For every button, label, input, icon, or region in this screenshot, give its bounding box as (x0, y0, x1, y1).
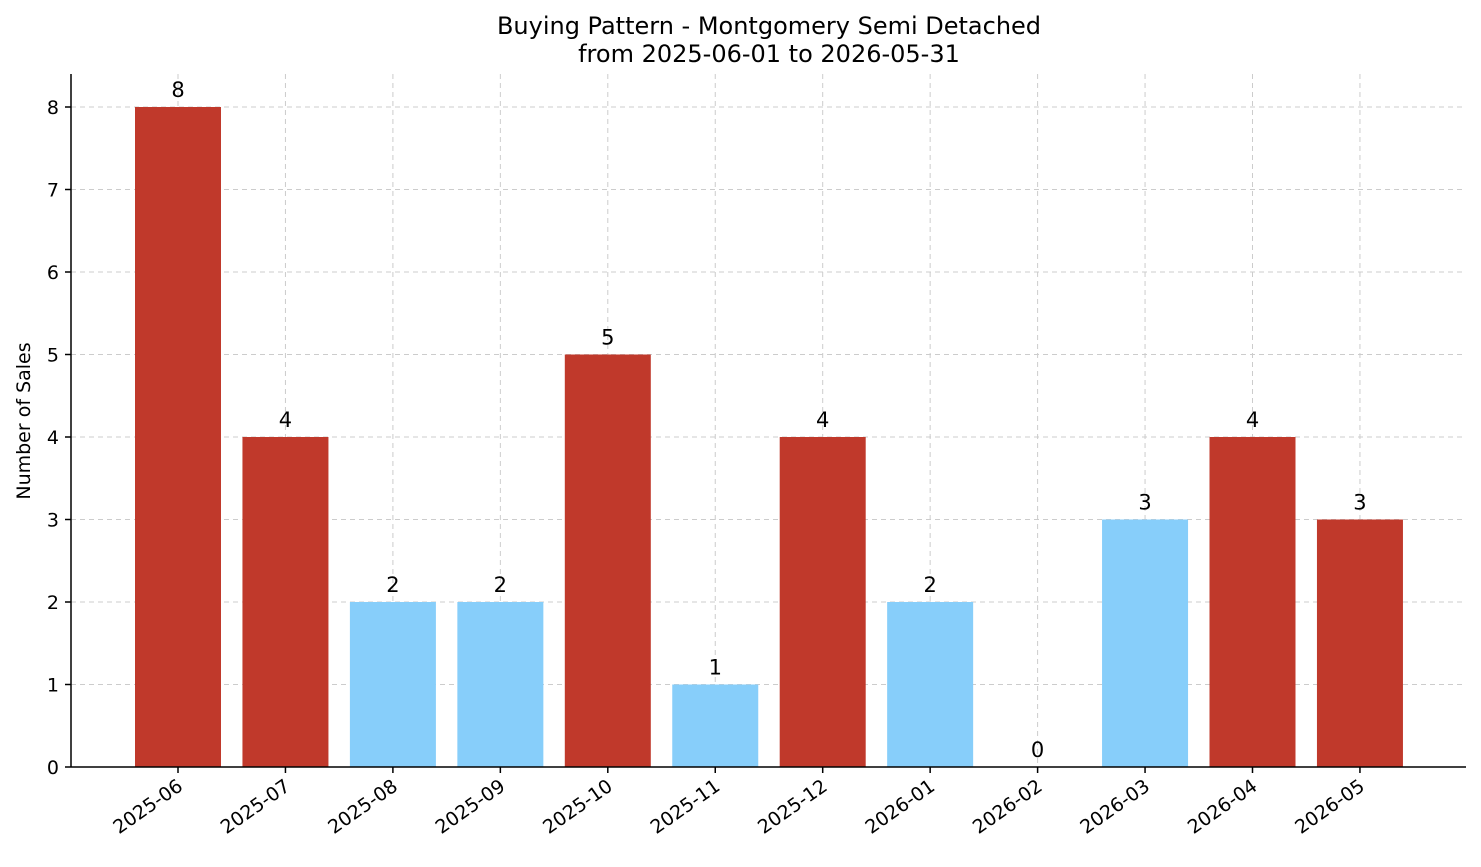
data-label-2025-07: 4 (279, 408, 292, 432)
y-tick-label: 1 (47, 675, 59, 697)
y-tick-label: 6 (47, 262, 59, 284)
data-label-2026-04: 4 (1246, 408, 1259, 432)
chart-title: Buying Pattern - Montgomery Semi Detache… (497, 12, 1041, 40)
data-label-2025-08: 2 (386, 573, 399, 597)
y-tick-label: 0 (47, 757, 59, 779)
data-label-2026-01: 2 (923, 573, 936, 597)
x-tick-label: 2025-11 (646, 775, 724, 839)
x-tick-label: 2025-10 (539, 775, 617, 839)
chart-subtitle: from 2025-06-01 to 2026-05-31 (578, 40, 960, 68)
bar-2025-09 (457, 602, 544, 767)
bar-2025-06 (135, 107, 221, 767)
x-tick-label: 2025-07 (217, 775, 295, 839)
data-label-2026-03: 3 (1138, 491, 1151, 515)
bar-2025-11 (672, 684, 759, 767)
x-tick-label: 2025-08 (324, 775, 402, 839)
y-tick-label: 8 (47, 97, 59, 119)
data-label-2026-02: 0 (1031, 738, 1044, 762)
y-axis-label: Number of Sales (13, 342, 35, 499)
bar-2026-04 (1209, 437, 1296, 767)
bar-2025-08 (349, 602, 436, 767)
bar-2025-10 (564, 354, 651, 767)
x-tick-label: 2026-03 (1076, 775, 1154, 839)
x-tick-label: 2026-05 (1291, 775, 1369, 839)
x-tick-label: 2025-09 (432, 775, 510, 839)
bar-2026-01 (887, 602, 974, 767)
data-label-2025-10: 5 (601, 326, 614, 350)
data-label-2026-05: 3 (1353, 491, 1366, 515)
data-label-2025-12: 4 (816, 408, 829, 432)
y-tick-label: 5 (47, 345, 59, 367)
y-tick-label: 7 (47, 180, 59, 202)
y-tick-label: 3 (47, 510, 59, 532)
data-label-2025-06: 8 (171, 78, 184, 102)
bar-2025-12 (779, 437, 866, 767)
bars-layer (135, 107, 1403, 767)
axes-layer (65, 74, 1466, 773)
bar-2026-03 (1102, 519, 1189, 767)
bar-2025-07 (242, 437, 329, 767)
data-label-2025-11: 1 (709, 656, 722, 680)
y-tick-label: 4 (47, 427, 59, 449)
y-tick-label: 2 (47, 592, 59, 614)
x-tick-label: 2026-01 (861, 775, 939, 839)
x-tick-label: 2026-04 (1184, 775, 1262, 839)
x-tick-label: 2025-12 (754, 775, 832, 839)
data-label-2025-09: 2 (494, 573, 507, 597)
x-tick-label: 2026-02 (969, 775, 1047, 839)
bar-2026-05 (1316, 519, 1403, 767)
x-tick-label: 2025-06 (109, 775, 187, 839)
